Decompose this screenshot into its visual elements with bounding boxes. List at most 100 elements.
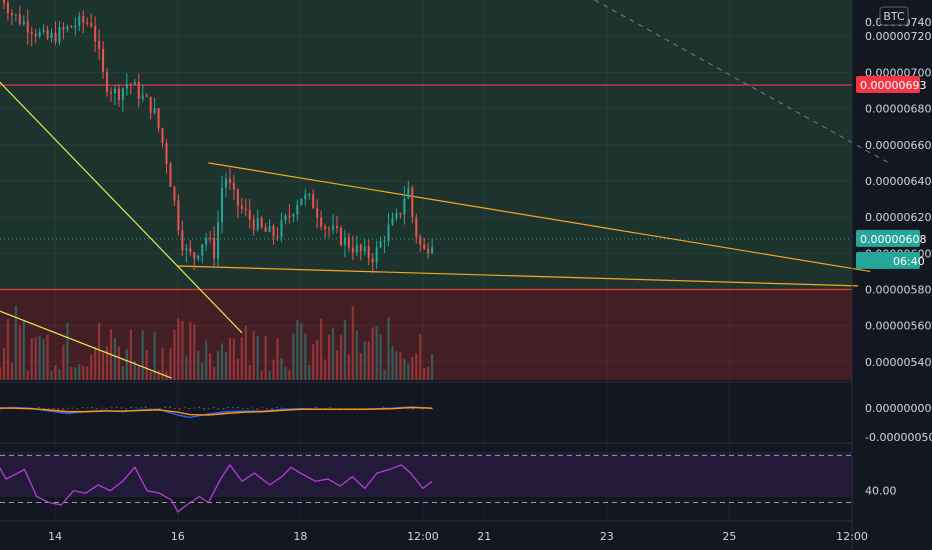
candle (312, 189, 315, 209)
volume-bar (117, 346, 121, 380)
price-pane[interactable] (0, 0, 890, 521)
macd-histogram-bar (212, 407, 215, 409)
volume-bar (391, 346, 394, 380)
candle (173, 185, 176, 206)
macd-pane[interactable] (0, 406, 434, 419)
price-tick-label: 0.00000620 (865, 211, 931, 224)
candle (133, 78, 136, 85)
triangle-upper-line[interactable] (208, 162, 871, 273)
macd-histogram-bar (188, 408, 191, 410)
volume-bar (105, 346, 109, 380)
macd-histogram-bar (198, 406, 201, 409)
candle (304, 188, 307, 206)
volume-bar (26, 370, 29, 380)
volume-bar (371, 327, 374, 380)
price-tick-label: 0.00000680 (865, 103, 931, 116)
candle (232, 174, 235, 200)
volume-bar (113, 338, 117, 380)
currency-badge[interactable]: BTC (879, 6, 909, 26)
candle (217, 210, 220, 268)
yellow-trend-line[interactable] (0, 310, 172, 379)
time-axis[interactable]: 14 16 18 12:00 21 23 25 12:00 (48, 530, 868, 543)
time-tick-label: 25 (722, 530, 736, 543)
macd-histogram-bar (246, 408, 249, 410)
macd-histogram-bar (173, 408, 176, 410)
macd-histogram-bar (139, 407, 142, 409)
candle (6, 0, 9, 21)
candle (22, 15, 25, 27)
candle (300, 198, 303, 206)
macd-histogram-bar (134, 407, 137, 409)
time-tick-label: 12:00 (407, 530, 439, 543)
macd-histogram-bar (164, 406, 167, 409)
svg-text:0.00000608: 0.00000608 (860, 233, 926, 246)
candle (14, 13, 17, 22)
candle (86, 17, 89, 27)
macd-histogram-bar (125, 408, 128, 410)
volume-bar (177, 318, 180, 380)
volume-bar (213, 366, 216, 380)
candle (244, 198, 247, 217)
currency-badge-label: BTC (883, 10, 905, 23)
volume-bar (379, 334, 382, 380)
volume-bar (189, 322, 192, 380)
candle (141, 84, 144, 102)
candlesticks (2, 0, 434, 274)
volume-bar (316, 339, 319, 380)
svg-text:0.00000693: 0.00000693 (860, 79, 926, 92)
dashed-trend-line[interactable] (594, 0, 890, 164)
volume-bar (74, 367, 77, 380)
candle (62, 22, 65, 40)
drawings[interactable] (0, 0, 890, 379)
macd-histogram-bar (110, 407, 113, 409)
volume-bar (62, 344, 65, 380)
candle (209, 231, 212, 244)
volume-bar (101, 352, 105, 380)
candle (42, 24, 45, 35)
volume-bar (216, 351, 220, 380)
candle (121, 87, 124, 113)
volume-bar (375, 326, 378, 380)
volume-bar (415, 353, 418, 380)
candle (70, 25, 73, 29)
volume-bar (2, 348, 6, 380)
volume-bar (0, 367, 2, 380)
volume-bar (173, 329, 176, 380)
volume-bar (284, 366, 287, 380)
volume-bar (133, 360, 136, 380)
candle (320, 210, 323, 231)
macd-histogram-bar (329, 407, 332, 409)
macd-histogram-bar (91, 406, 94, 409)
macd-histogram-bar (120, 407, 123, 409)
volume-bar (161, 347, 164, 380)
candle (34, 28, 37, 44)
countdown-label: 06:40 (856, 251, 925, 269)
volume-bar (46, 334, 49, 380)
volume-bar (244, 325, 247, 380)
candle (18, 5, 21, 27)
candle (10, 9, 13, 26)
yellow-trend-line[interactable] (0, 76, 243, 334)
macd-histogram-bar (236, 407, 239, 409)
candle (181, 220, 184, 257)
candle (328, 225, 331, 238)
macd-histogram-bar (280, 407, 283, 409)
macd-histogram-bar (431, 408, 434, 410)
volume-bar (181, 320, 184, 380)
svg-text:06:40: 06:40 (893, 255, 925, 268)
time-tick-label: 21 (477, 530, 491, 543)
volume-bar (169, 348, 172, 380)
candle (54, 21, 57, 46)
candle (371, 253, 374, 274)
volume-bar (185, 355, 188, 380)
rsi-pane[interactable] (0, 452, 852, 513)
macd-histogram-bar (168, 406, 171, 409)
candle (193, 251, 196, 270)
rsi-line (0, 463, 433, 513)
volume-bar (363, 341, 366, 380)
volume-bar (145, 350, 148, 380)
volume-bar (264, 335, 267, 380)
triangle-lower-line[interactable] (177, 265, 859, 287)
